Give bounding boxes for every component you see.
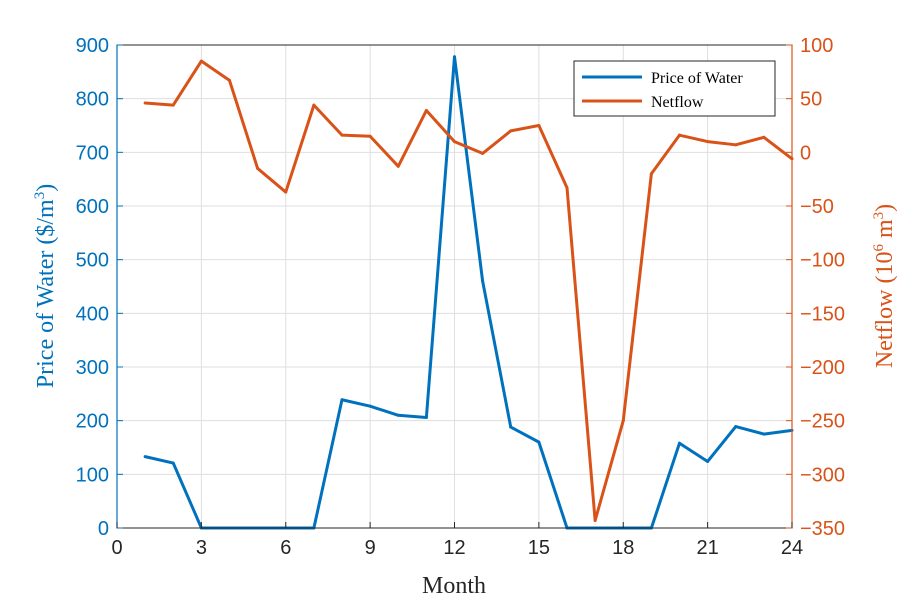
- right-y-axis-title: Netflow (106 m3): [871, 204, 898, 368]
- data-point-netflow: [734, 143, 738, 147]
- x-tick-label: 15: [528, 537, 550, 559]
- data-point-price-of-water: [171, 461, 175, 465]
- data-point-price-of-water: [762, 432, 766, 436]
- legend-label-netflow: Netflow: [651, 94, 704, 111]
- data-point-price-of-water: [340, 398, 344, 402]
- left-tick-label: 800: [76, 89, 109, 111]
- data-point-price-of-water: [481, 279, 485, 283]
- data-point-netflow: [481, 151, 485, 155]
- left-tick-label: 600: [76, 196, 109, 218]
- data-point-netflow: [706, 140, 710, 144]
- data-point-price-of-water: [453, 55, 456, 59]
- data-point-price-of-water: [509, 425, 513, 429]
- data-point-price-of-water: [706, 459, 710, 463]
- x-tick-label: 12: [443, 537, 465, 559]
- data-point-netflow: [509, 129, 513, 133]
- legend-box: [573, 60, 776, 117]
- left-tick-label: 700: [76, 142, 109, 164]
- data-point-netflow: [228, 78, 231, 82]
- right-tick-label: 0: [800, 142, 811, 164]
- x-tick-label: 18: [612, 537, 634, 559]
- right-y-axis: 100 50 0 −50 −100 −150 −200 −250 −300 −350: [786, 35, 845, 540]
- data-point-netflow: [199, 59, 203, 63]
- x-tick-label: 24: [781, 537, 803, 559]
- data-point-price-of-water: [396, 413, 400, 417]
- left-tick-label: 0: [98, 518, 109, 540]
- left-tick-label: 100: [76, 464, 109, 486]
- x-tick-label: 21: [697, 537, 719, 559]
- x-tick-label: 3: [196, 537, 207, 559]
- right-tick-label: −150: [800, 303, 845, 325]
- left-tick-label: 200: [76, 411, 109, 433]
- data-point-price-of-water: [734, 425, 738, 429]
- x-tick-label: 0: [111, 537, 122, 559]
- data-point-netflow: [621, 419, 625, 423]
- series-line-netflow: [145, 59, 793, 522]
- data-point-netflow: [593, 518, 597, 522]
- data-point-netflow: [453, 140, 456, 144]
- left-tick-label: 400: [76, 303, 109, 325]
- data-point-netflow: [256, 166, 260, 170]
- data-point-netflow: [340, 133, 344, 137]
- left-tick-label: 900: [76, 35, 109, 57]
- data-point-netflow: [171, 103, 175, 107]
- x-tick-label: 6: [280, 537, 291, 559]
- x-axis-title: Month: [422, 573, 486, 599]
- data-point-price-of-water: [424, 415, 428, 419]
- data-point-price-of-water: [143, 455, 147, 459]
- left-y-axis: 0 100 200 300 400 500 600 700 800 900: [76, 35, 123, 540]
- right-tick-label: −50: [800, 196, 834, 218]
- left-tick-label: 500: [76, 250, 109, 272]
- data-point-netflow: [312, 103, 316, 107]
- data-point-netflow: [143, 101, 147, 105]
- legend-label-price-of-water: Price of Water: [651, 70, 743, 87]
- right-tick-label: 100: [800, 35, 833, 57]
- data-point-netflow: [537, 124, 541, 127]
- data-point-netflow: [678, 133, 681, 137]
- data-point-price-of-water: [368, 404, 372, 408]
- data-point-netflow: [649, 172, 653, 176]
- right-tick-label: −250: [800, 411, 845, 433]
- right-tick-label: 50: [800, 89, 822, 111]
- data-point-netflow: [424, 108, 428, 112]
- right-tick-label: −300: [800, 464, 845, 486]
- data-point-price-of-water: [537, 440, 541, 444]
- x-tick-label: 9: [365, 537, 376, 559]
- data-point-price-of-water: [678, 441, 681, 445]
- data-point-netflow: [762, 135, 766, 139]
- data-point-netflow: [368, 134, 372, 138]
- right-tick-label: −100: [800, 250, 845, 272]
- data-point-netflow: [284, 190, 288, 194]
- left-tick-label: 300: [76, 357, 109, 379]
- x-axis: 0 3 6 9 12 15 18 21 24: [111, 522, 803, 559]
- data-point-netflow: [396, 164, 400, 168]
- right-tick-label: −350: [800, 518, 845, 540]
- data-point-netflow: [565, 186, 569, 190]
- right-tick-label: −200: [800, 357, 845, 379]
- legend: Price of Water Netflow: [573, 60, 776, 117]
- left-y-axis-title: Price of Water ($/m3): [32, 184, 59, 388]
